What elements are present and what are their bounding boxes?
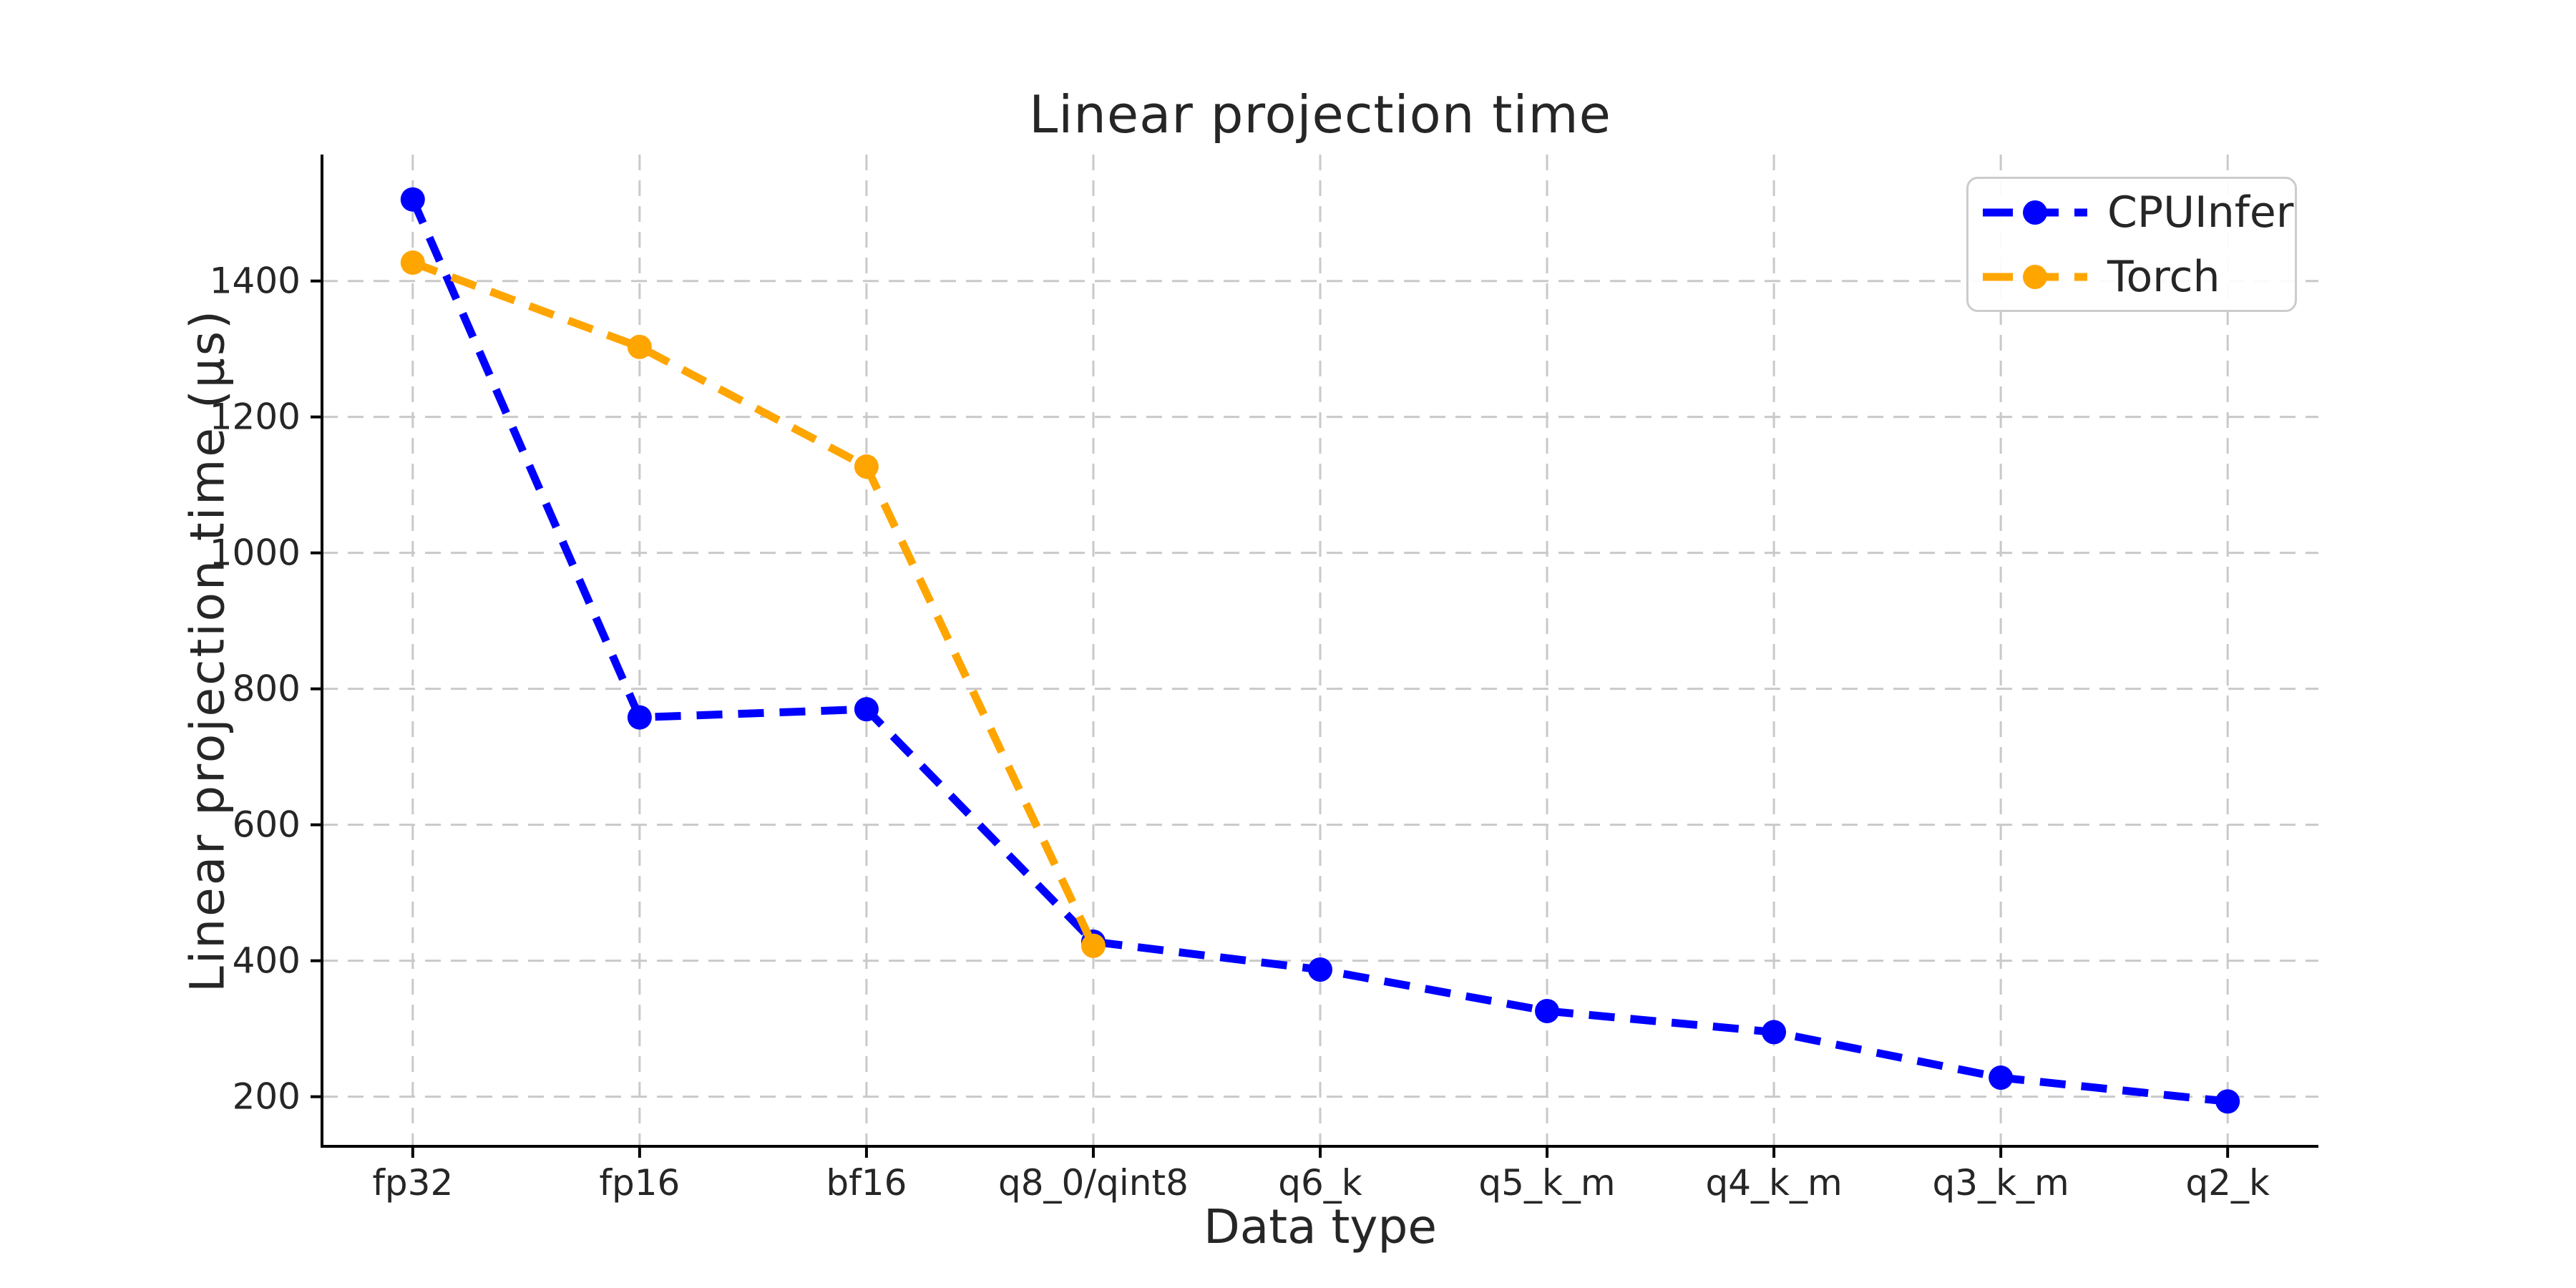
data-point-cpuinfer-fp16: [627, 705, 652, 730]
y-tick-label-1200: 1200: [210, 396, 301, 438]
legend-item-torch: Torch: [1981, 248, 2295, 306]
x-tick-label-q3-k-m: q3_k_m: [1933, 1162, 2069, 1204]
chart-title: Linear projection time: [1029, 84, 1611, 145]
data-point-torch-fp16: [627, 334, 652, 359]
data-point-cpuinfer-q4-k-m: [1762, 1020, 1787, 1045]
x-tick-label-fp32: fp32: [372, 1162, 453, 1204]
y-tick-label-400: 400: [233, 940, 301, 982]
y-tick-label-200: 200: [233, 1076, 301, 1118]
data-point-cpuinfer-q3-k-m: [1989, 1065, 2014, 1091]
y-tick-label-1400: 1400: [210, 260, 301, 302]
x-tick-label-q5-k-m: q5_k_m: [1478, 1162, 1615, 1204]
x-tick-label-q6-k: q6_k: [1278, 1162, 1362, 1204]
x-tick-label-bf16: bf16: [826, 1162, 907, 1204]
y-tick-label-600: 600: [233, 804, 301, 846]
legend: CPUInfer Torch: [1966, 177, 2297, 312]
legend-label-cpuinfer: CPUInfer: [2107, 187, 2294, 238]
legend-handle-torch-icon: [1983, 264, 2087, 289]
data-point-cpuinfer-q2-k: [2215, 1089, 2240, 1114]
y-axis-label: Linear projection time (μs): [180, 308, 235, 992]
legend-item-cpuinfer: CPUInfer: [1981, 184, 2295, 241]
y-tick-label-800: 800: [233, 668, 301, 710]
x-tick-label-q8-0-qint8: q8_0/qint8: [998, 1162, 1189, 1204]
legend-handle-cpuinfer-icon: [1983, 200, 2087, 225]
x-tick-label-fp16: fp16: [599, 1162, 680, 1204]
data-point-cpuinfer-fp32: [400, 187, 425, 212]
legend-label-torch: Torch: [2107, 251, 2220, 302]
data-point-torch-q8-0-qint8: [1080, 933, 1106, 958]
data-point-cpuinfer-q6-k: [1308, 957, 1332, 982]
x-axis-label: Data type: [1203, 1199, 1437, 1254]
x-tick-label-q4-k-m: q4_k_m: [1705, 1162, 1842, 1204]
data-point-torch-bf16: [854, 454, 879, 479]
data-point-torch-fp32: [400, 250, 425, 275]
data-point-cpuinfer-q5-k-m: [1535, 998, 1560, 1023]
y-tick-label-1000: 1000: [210, 532, 301, 574]
x-tick-label-q2-k: q2_k: [2185, 1162, 2270, 1204]
data-point-cpuinfer-bf16: [854, 697, 879, 722]
series-line-torch: [411, 258, 1097, 948]
